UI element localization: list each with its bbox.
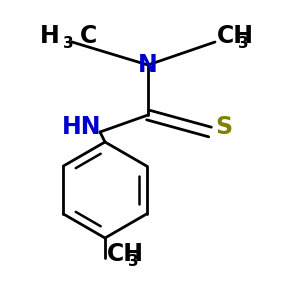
Text: N: N <box>138 53 158 77</box>
Text: C: C <box>80 24 97 48</box>
Text: CH: CH <box>107 242 144 266</box>
Text: S: S <box>215 115 232 139</box>
Text: 3: 3 <box>238 35 248 50</box>
Text: CH: CH <box>217 24 254 48</box>
Text: 3: 3 <box>128 254 138 268</box>
Text: 3: 3 <box>63 35 73 50</box>
Text: H: H <box>40 24 60 48</box>
Text: HN: HN <box>62 115 102 139</box>
